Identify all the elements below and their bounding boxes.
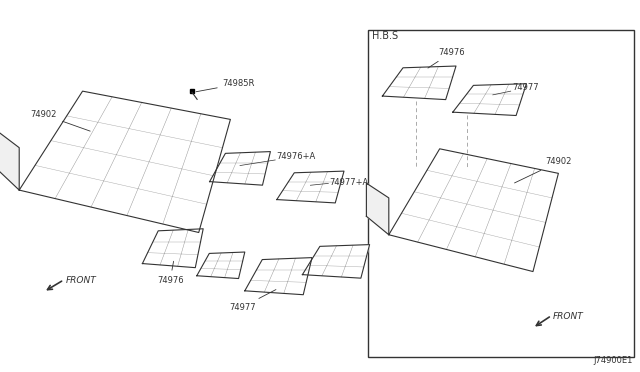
Polygon shape xyxy=(245,257,312,295)
Text: 74976: 74976 xyxy=(157,261,184,285)
Polygon shape xyxy=(366,183,388,235)
Polygon shape xyxy=(143,229,204,268)
Text: 74977: 74977 xyxy=(229,289,276,311)
Polygon shape xyxy=(19,91,230,232)
Polygon shape xyxy=(210,152,270,185)
Bar xyxy=(368,30,634,357)
Polygon shape xyxy=(277,171,344,203)
Text: 74977+A: 74977+A xyxy=(330,178,369,187)
Text: 74902: 74902 xyxy=(515,157,572,183)
Polygon shape xyxy=(303,245,370,278)
Polygon shape xyxy=(383,66,456,100)
Text: FRONT: FRONT xyxy=(553,312,584,321)
Text: 74976: 74976 xyxy=(428,48,465,68)
Polygon shape xyxy=(453,84,526,115)
Polygon shape xyxy=(197,252,244,279)
Text: J74900E1: J74900E1 xyxy=(593,356,632,365)
Text: H.B.S: H.B.S xyxy=(372,31,399,41)
Text: 74977: 74977 xyxy=(512,83,539,92)
Text: 74976+A: 74976+A xyxy=(276,152,316,161)
Polygon shape xyxy=(0,131,19,190)
Text: FRONT: FRONT xyxy=(65,276,96,285)
Text: 74902: 74902 xyxy=(31,110,90,131)
Text: 74985R: 74985R xyxy=(196,79,255,92)
Polygon shape xyxy=(388,149,559,272)
